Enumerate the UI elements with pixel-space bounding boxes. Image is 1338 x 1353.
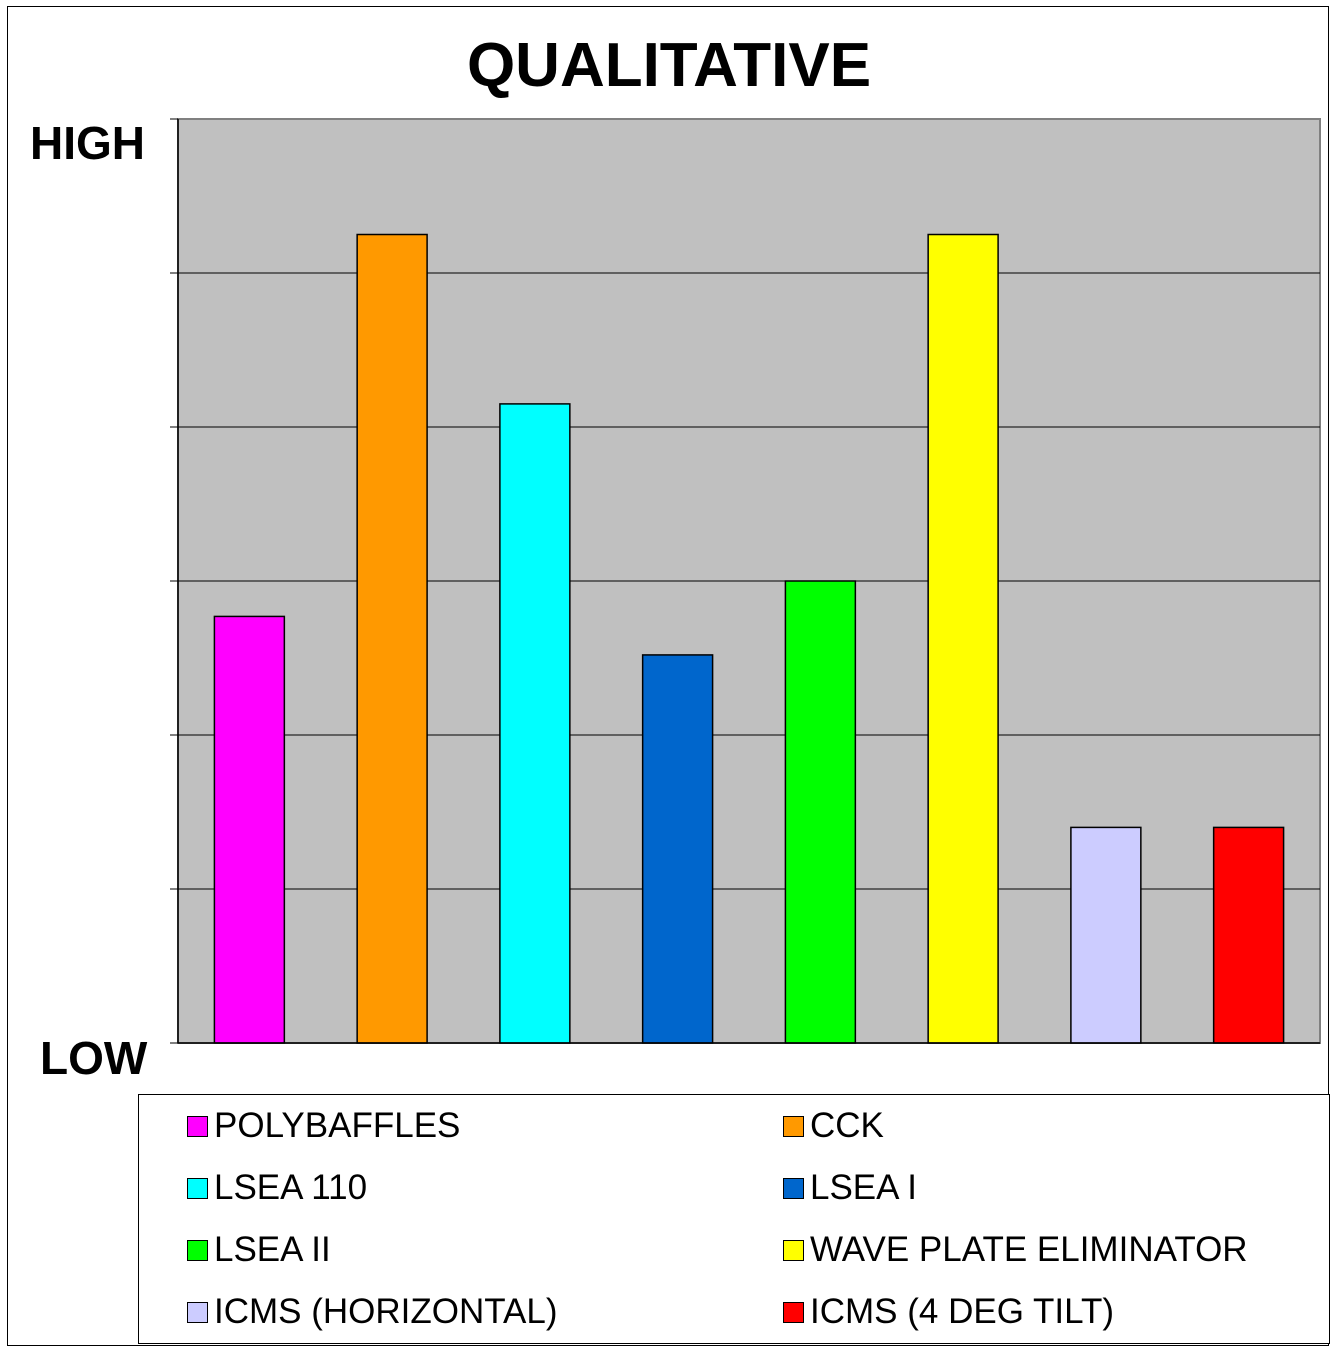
bar-3 — [499, 403, 571, 1044]
chart-frame — [7, 6, 1329, 1346]
bar-7 — [1070, 826, 1142, 1044]
legend-item-icms-horizontal: ICMS (HORIZONTAL) — [187, 1292, 558, 1332]
legend-swatch-lsea-ii — [187, 1239, 208, 1261]
legend-swatch-icms-4-deg-tilt — [783, 1301, 804, 1323]
legend-label-icms-horizontal: ICMS (HORIZONTAL) — [214, 1292, 558, 1331]
legend-item-lsea-i: LSEA I — [783, 1168, 917, 1208]
legend-item-wave-plate-eliminator: WAVE PLATE ELIMINATOR — [783, 1230, 1248, 1270]
chart-title: QUALITATIVE — [466, 31, 872, 100]
legend: POLYBAFFLES CCK LSEA 110 LSEA I LSEA II … — [138, 1094, 1330, 1344]
legend-label-wave-plate-eliminator: WAVE PLATE ELIMINATOR — [810, 1230, 1248, 1269]
legend-item-lsea-ii: LSEA II — [187, 1230, 331, 1270]
legend-label-lsea-i: LSEA I — [810, 1168, 918, 1207]
legend-item-polybaffles: POLYBAFFLES — [187, 1106, 460, 1146]
bar-5 — [784, 580, 857, 1044]
bar-8 — [1212, 826, 1285, 1044]
legend-item-cck: CCK — [783, 1106, 884, 1146]
legend-label-lsea-ii: LSEA II — [214, 1230, 331, 1269]
legend-swatch-icms-horizontal — [187, 1301, 208, 1323]
legend-swatch-lsea-i — [783, 1177, 804, 1199]
legend-label-lsea-110: LSEA 110 — [214, 1168, 368, 1207]
bar-2 — [356, 233, 428, 1044]
legend-swatch-lsea-110 — [187, 1177, 208, 1199]
legend-item-icms-4-deg-tilt: ICMS (4 DEG TILT) — [783, 1292, 1114, 1332]
bar-1 — [213, 615, 286, 1044]
legend-swatch-cck — [783, 1115, 804, 1137]
bar-4 — [641, 654, 714, 1044]
y-axis-high-label: HIGH — [30, 117, 145, 169]
legend-label-cck: CCK — [810, 1106, 884, 1145]
y-axis-low-label: LOW — [40, 1032, 148, 1084]
legend-swatch-polybaffles — [187, 1115, 208, 1137]
legend-swatch-wave-plate-eliminator — [783, 1239, 804, 1261]
legend-label-polybaffles: POLYBAFFLES — [214, 1106, 461, 1145]
bar-6 — [927, 233, 999, 1044]
legend-item-lsea-110: LSEA 110 — [187, 1168, 367, 1208]
legend-label-icms-4-deg-tilt: ICMS (4 DEG TILT) — [810, 1292, 1115, 1331]
